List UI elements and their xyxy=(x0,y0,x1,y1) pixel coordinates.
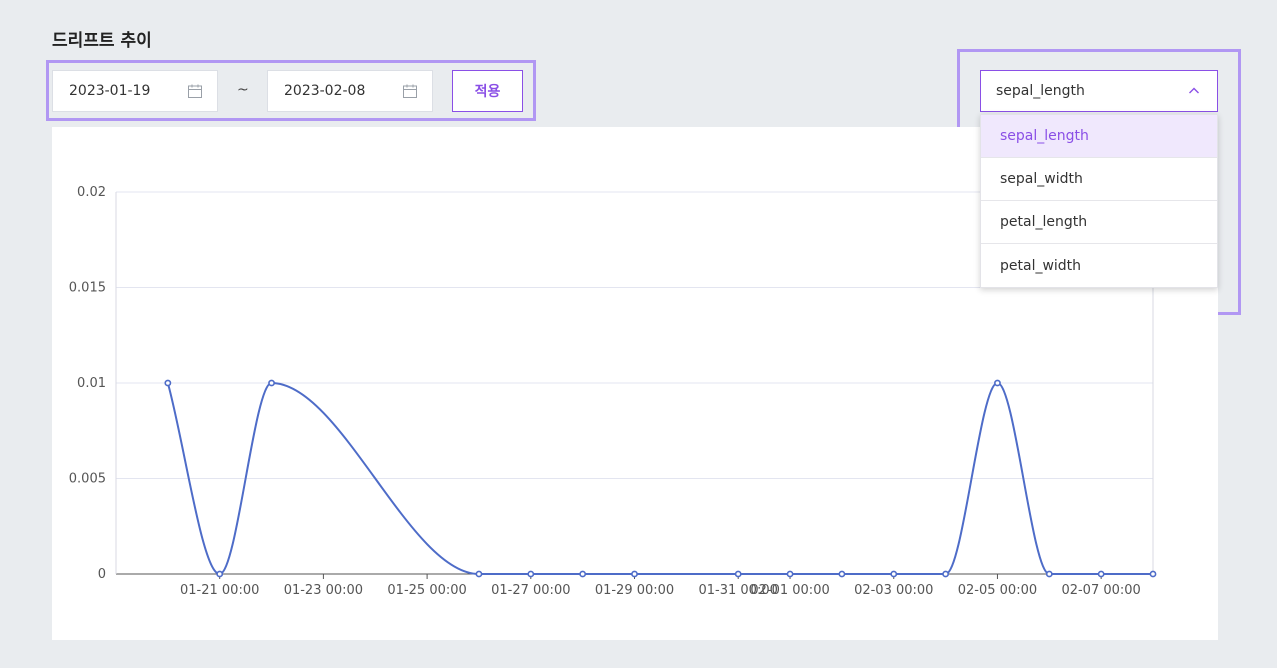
x-tick-label: 01-23 00:00 xyxy=(284,583,363,598)
x-tick-label: 02-05 00:00 xyxy=(958,583,1037,598)
x-tick-label: 01-25 00:00 xyxy=(387,583,466,598)
feature-option-sepal-length[interactable]: sepal_length xyxy=(981,115,1217,158)
data-point xyxy=(838,570,846,578)
date-filter-highlight xyxy=(46,60,536,121)
data-point xyxy=(994,379,1001,387)
chevron-up-icon[interactable] xyxy=(1187,84,1201,98)
data-point xyxy=(890,570,898,578)
data-point xyxy=(579,570,587,578)
calendar-icon[interactable] xyxy=(187,83,203,99)
date-range-separator: ~ xyxy=(237,82,249,98)
x-tick-label: 01-29 00:00 xyxy=(595,583,674,598)
y-tick-label: 0.015 xyxy=(69,281,106,296)
feature-select-value: sepal_length xyxy=(996,83,1085,99)
page-title: 드리프트 추이 xyxy=(52,31,152,51)
y-tick-label: 0.02 xyxy=(77,185,106,200)
data-point xyxy=(268,379,275,387)
start-date-value: 2023-01-19 xyxy=(69,83,151,99)
feature-dropdown: sepal_length sepal_width petal_length pe… xyxy=(980,114,1218,288)
x-tick-label: 01-21 00:00 xyxy=(180,583,259,598)
end-date-value: 2023-02-08 xyxy=(284,83,366,99)
end-date-input[interactable]: 2023-02-08 xyxy=(267,70,433,112)
x-tick-label: 02-07 00:00 xyxy=(1061,583,1140,598)
apply-button[interactable]: 적용 xyxy=(452,70,523,112)
data-point xyxy=(475,570,483,578)
data-point xyxy=(1097,570,1105,578)
data-point xyxy=(216,570,224,578)
y-tick-label: 0 xyxy=(98,567,106,582)
x-tick-label: 02-01 00:00 xyxy=(750,583,829,598)
data-point xyxy=(164,379,172,387)
data-point xyxy=(786,570,794,578)
data-point xyxy=(631,570,638,578)
feature-option-petal-width[interactable]: petal_width xyxy=(1000,257,1082,274)
series-line xyxy=(166,381,1153,576)
feature-option-sepal-width[interactable]: sepal_width xyxy=(981,158,1217,201)
data-point xyxy=(1045,570,1053,578)
x-tick-label: 02-03 00:00 xyxy=(854,583,933,598)
x-tick-label: 01-31 00:00 xyxy=(699,583,778,598)
start-date-input[interactable]: 2023-01-19 xyxy=(52,70,218,112)
y-tick-label: 0.005 xyxy=(69,472,106,487)
data-point xyxy=(942,570,949,578)
calendar-icon[interactable] xyxy=(402,83,418,99)
y-tick-label: 0.01 xyxy=(77,376,106,391)
data-point xyxy=(734,570,742,578)
data-point xyxy=(1149,570,1157,578)
feature-select[interactable]: sepal_length xyxy=(980,70,1218,112)
x-tick-label: 01-27 00:00 xyxy=(491,583,570,598)
feature-option-petal-length[interactable]: petal_length xyxy=(981,201,1217,244)
data-point xyxy=(527,570,535,578)
